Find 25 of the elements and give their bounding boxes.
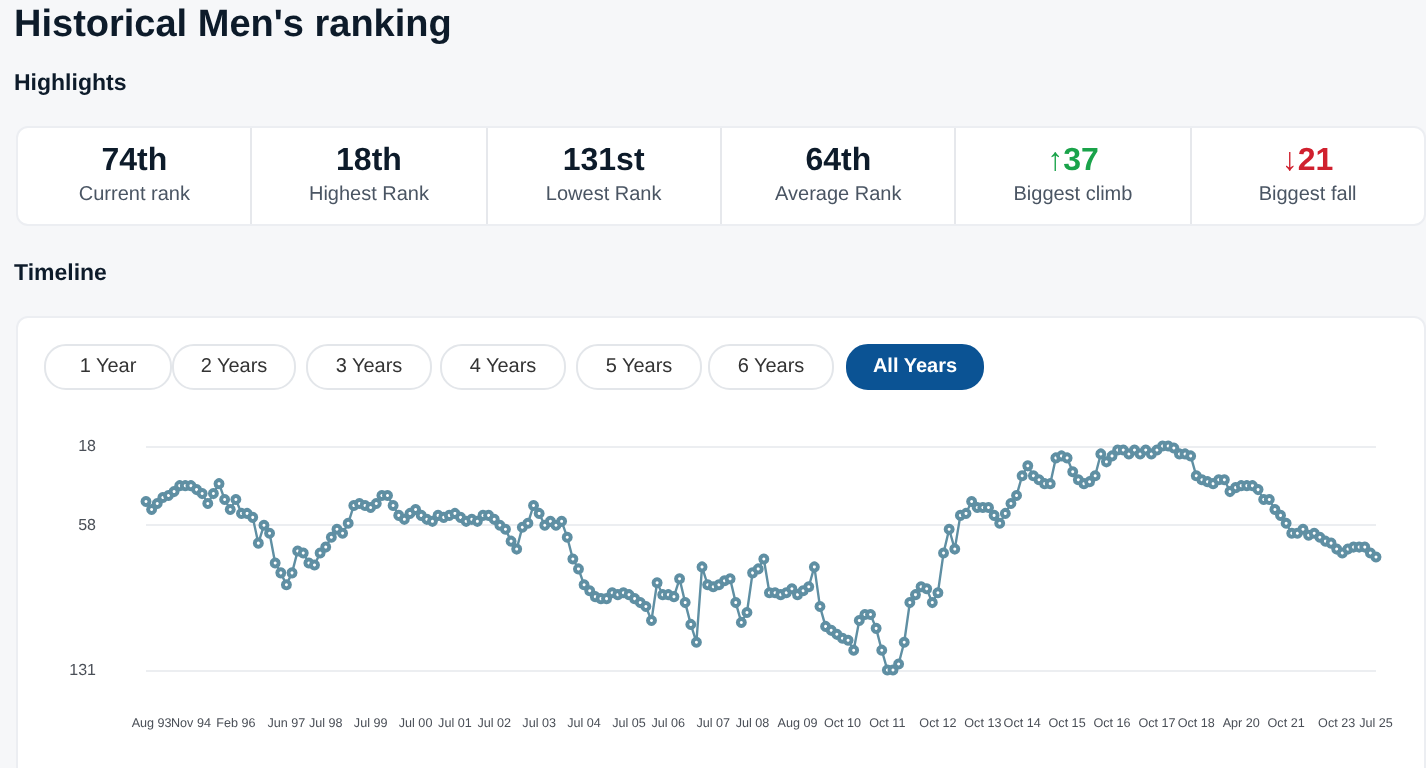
- text: Average Rank: [773, 184, 904, 208]
- text: 1 Year: [44, 344, 172, 390]
- text: 3 Years: [306, 344, 432, 390]
- text: 74th: [99, 144, 170, 180]
- text: 6 Years: [708, 344, 834, 390]
- y-tick-label: 58: [78, 516, 98, 535]
- y-tick-label: 18: [78, 437, 98, 455]
- text: Biggest fall: [1256, 184, 1359, 208]
- text: Current rank: [76, 184, 192, 208]
- text: 64th: [803, 144, 874, 180]
- chart-title: Timeline: [14, 262, 107, 286]
- text: Lowest Rank: [543, 184, 664, 208]
- text: Highlights: [14, 72, 127, 96]
- text: Historical Men's ranking: [14, 4, 452, 48]
- y-tick-label: 131: [69, 661, 98, 679]
- text: All Years: [846, 344, 984, 390]
- text: ↑37: [1045, 144, 1101, 180]
- text: 4 Years: [440, 344, 566, 390]
- text: 5 Years: [576, 344, 702, 390]
- text: Highest Rank: [306, 184, 431, 208]
- text: ↓21: [1279, 144, 1336, 180]
- text: Biggest climb: [1011, 184, 1135, 208]
- text: 131st: [560, 144, 647, 180]
- text: 18th: [334, 144, 404, 180]
- text: 2 Years: [172, 344, 296, 390]
